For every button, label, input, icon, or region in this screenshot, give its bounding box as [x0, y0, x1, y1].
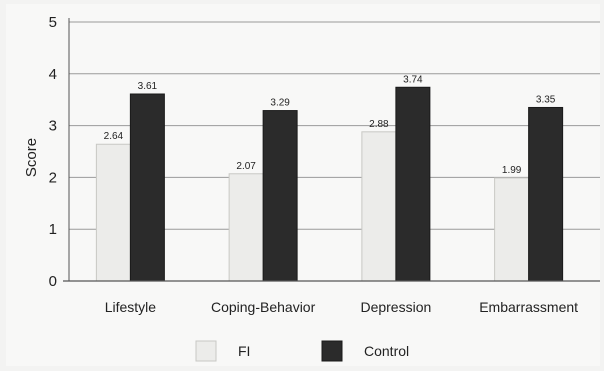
legend-label-fi: FI: [238, 343, 250, 359]
bar-control-0: [129, 93, 165, 282]
x-category-label: Coping-Behavior: [211, 299, 316, 315]
y-axis-ticks: 0 1 2 3 4 5: [49, 14, 57, 290]
y-tick-label: 3: [49, 118, 57, 135]
y-tick-label: 2: [49, 169, 57, 186]
x-category-label: Depression: [360, 299, 431, 315]
bar-fi-3: [494, 177, 530, 282]
legend-label-control: Control: [364, 343, 409, 359]
x-axis-categories: Lifestyle Coping-Behavior Depression Embarr…: [105, 299, 578, 315]
value-labels: 2.64 3.61 2.07 3.29 2.88 3.74 1.99 3.35: [104, 74, 556, 176]
y-tick-label: 4: [49, 66, 57, 83]
bar-fi-0: [95, 143, 131, 282]
legend-swatch-control: [321, 340, 343, 362]
x-category-label: Lifestyle: [105, 299, 157, 315]
bar-control-2: [395, 86, 431, 282]
bar-fi-1: [228, 173, 264, 282]
value-label: 3.29: [270, 98, 290, 109]
value-label: 3.74: [403, 74, 423, 85]
value-label: 3.35: [536, 94, 556, 105]
bar-fi-2: [361, 131, 397, 282]
x-category-label: Embarrassment: [479, 299, 578, 315]
value-label: 2.88: [369, 119, 389, 130]
legend-swatch-fi: [195, 340, 217, 362]
value-label: 2.07: [236, 161, 256, 172]
y-tick-label: 5: [49, 14, 57, 31]
legend: FI Control: [195, 340, 409, 362]
value-label: 2.64: [104, 131, 124, 142]
y-axis-title: Score: [23, 138, 40, 177]
bar-control-3: [528, 106, 564, 282]
value-label: 1.99: [502, 165, 522, 176]
value-label: 3.61: [138, 81, 158, 92]
bar-control-1: [262, 110, 298, 282]
y-tick-label: 1: [49, 221, 57, 238]
bars: [95, 86, 564, 282]
y-tick-label: 0: [49, 273, 57, 290]
